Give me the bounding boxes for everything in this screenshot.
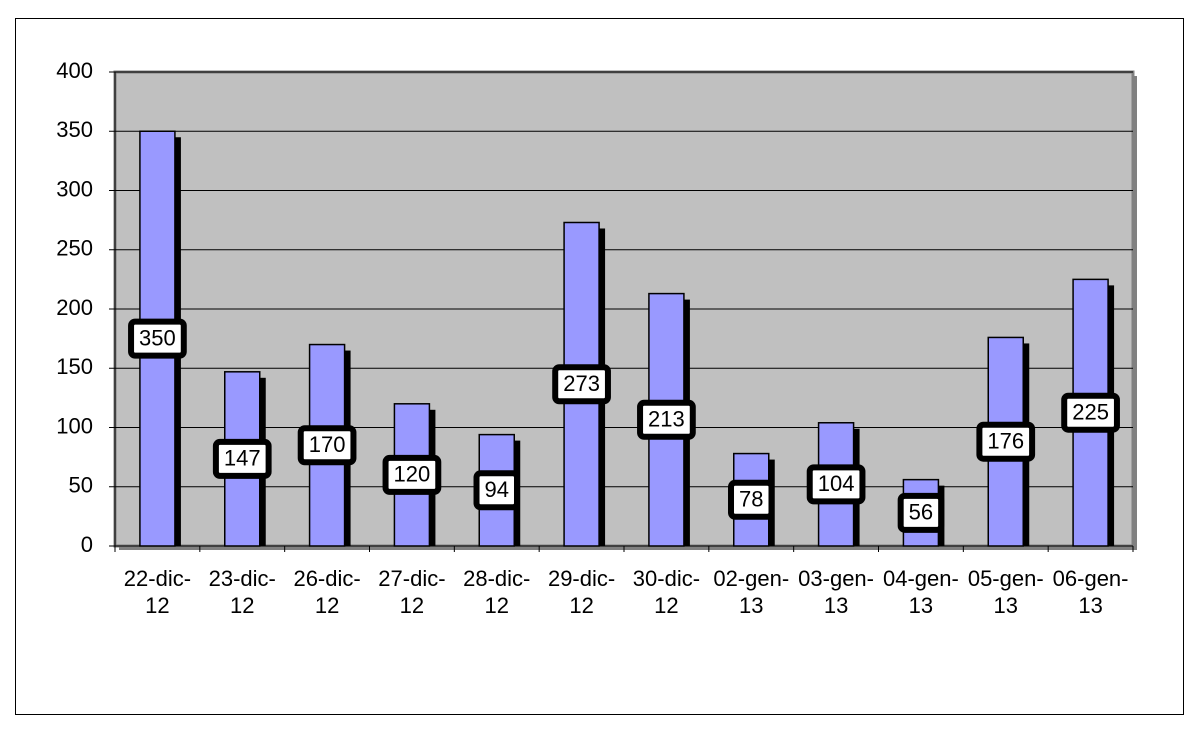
y-tick-label: 50 [69,473,93,498]
value-label-box [552,364,611,405]
y-tick-label: 150 [56,354,93,379]
value-label-box [1061,392,1120,433]
x-tick-label: 28-dic-12 [463,566,531,618]
value-label: 170 [309,432,346,457]
value-label-box [212,438,272,479]
y-tick-label: 350 [56,117,93,142]
x-tick-label: 05-gen-13 [967,566,1044,618]
value-label: 94 [485,477,509,502]
y-tick-label: 250 [56,236,93,261]
value-label: 350 [139,325,176,350]
x-tick-label: 26-dic-12 [293,566,361,618]
value-label: 104 [818,471,855,496]
value-label-box [976,421,1036,462]
value-label-box [806,464,866,505]
x-tick-label: 06-gen-13 [1052,566,1129,618]
x-tick-label: 30-dic-12 [632,566,701,618]
value-label-box [897,492,945,533]
x-tick-label: 02-gen-13 [713,566,790,618]
y-tick-label: 100 [56,413,93,438]
value-label: 120 [394,462,431,487]
y-tick-label: 300 [56,176,93,201]
value-label: 176 [987,429,1024,454]
value-label-box [728,479,775,520]
value-label: 78 [739,487,763,512]
x-tick-label: 22-dic-12 [123,566,192,618]
x-tick-label: 27-dic-12 [378,566,446,618]
value-label-box [473,470,520,511]
value-label-box [637,399,696,440]
x-tick-label: 04-gen-13 [882,566,959,618]
value-label: 213 [648,407,685,432]
value-label-box [382,454,442,495]
value-label: 147 [224,446,261,471]
value-label: 273 [563,371,600,396]
x-tick-label: 03-gen-13 [798,566,874,618]
y-tick-label: 200 [56,295,93,320]
x-tick-label: 29-dic-12 [547,566,616,618]
value-label: 225 [1072,400,1109,425]
value-label: 56 [909,500,933,525]
x-tick-label: 23-dic-12 [208,566,276,618]
value-label-box [128,318,187,359]
value-label-box [297,425,357,466]
y-tick-label: 400 [56,58,93,83]
y-tick-label: 0 [81,532,93,557]
